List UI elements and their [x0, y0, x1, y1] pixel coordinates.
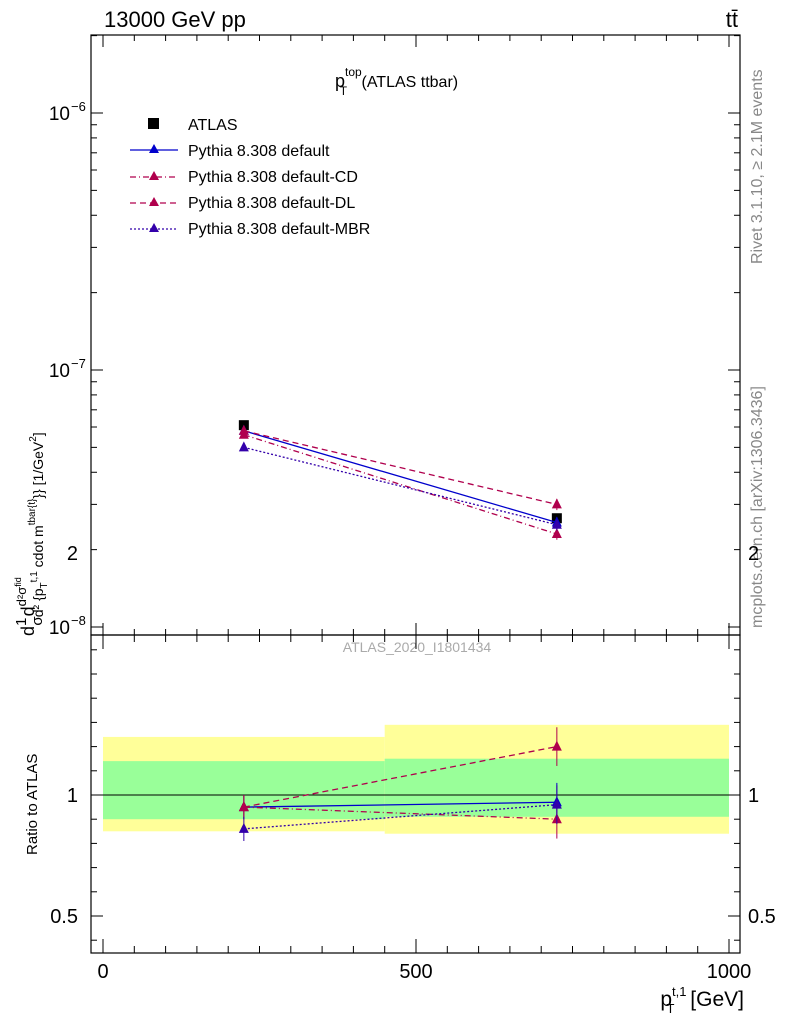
ratio-axis-ticks	[91, 635, 740, 953]
ratio-data-layer	[238, 727, 562, 841]
series-line-default	[243, 430, 558, 524]
legend-marker-dl	[149, 197, 159, 206]
ratio-frame	[90, 634, 741, 954]
panel-title: ptop T (ATLAS ttbar)	[335, 65, 458, 98]
legend: ATLAS Pythia 8.308 default Pythia 8.308 …	[130, 117, 370, 238]
main-ytick-label: 10	[49, 104, 70, 125]
main-ytick-exponent: −6	[71, 99, 86, 114]
ratio-ytick-label-left: 1	[67, 785, 78, 807]
legend-label-cd: Pythia 8.308 default-CD	[188, 169, 358, 186]
ratio-ytick-label-right: 1	[748, 785, 759, 807]
data-point-mbr	[551, 518, 562, 529]
energy-label: 13000 GeV pp	[104, 7, 246, 32]
ratio-line-cd	[243, 806, 557, 820]
ratio-point-mbr	[238, 822, 249, 833]
ratio-line-dl	[243, 745, 557, 808]
ratio-point-mbr	[551, 798, 562, 809]
data-point-mbr	[238, 441, 249, 452]
ratio-point-dl	[551, 740, 562, 751]
xlabel-sup: t,1	[672, 984, 686, 999]
xlabel-suffix: [GeV]	[684, 988, 744, 1011]
title-suffix: (ATLAS ttbar)	[357, 74, 458, 91]
rivet-label: Rivet 3.1.10, ≥ 2.1M events	[749, 69, 766, 264]
process-label: tt̄	[726, 7, 738, 32]
data-point-cd	[551, 528, 562, 539]
legend-label-atlas: ATLAS	[188, 117, 238, 134]
ratio-ytick-label-right: 0.5	[748, 906, 776, 928]
legend-label-default: Pythia 8.308 default	[188, 143, 330, 160]
xlabel-sub: T	[667, 1001, 675, 1016]
ratio-ytick-label-left: 0.5	[50, 906, 78, 928]
xlabel-main: p	[660, 988, 672, 1011]
main-ytick-labels: 10−610−710−8	[49, 99, 86, 639]
ratio-ytick-label-right: 2	[748, 543, 759, 565]
main-panel: 10−610−710−8 ATLAS_2020_I1801434 ptop T (…	[49, 34, 741, 655]
legend-label-dl: Pythia 8.308 default-DL	[188, 195, 355, 212]
main-ylabel: d1σdd²σfidd² {pTt,1 cdot mtbar{t}}} [1/G…	[13, 432, 50, 636]
ratio-ytick-label-left: 2	[67, 543, 78, 565]
ratio-point-dl	[238, 801, 249, 812]
main-ytick-exponent: −8	[71, 613, 86, 628]
analysis-watermark: ATLAS_2020_I1801434	[343, 639, 492, 655]
main-ytick-exponent: −7	[71, 356, 86, 371]
main-ytick-label: 10	[49, 618, 70, 639]
ratio-xtick-labels: 0 500 1000	[97, 961, 751, 983]
data-point-dl	[238, 424, 249, 435]
main-ytick-label: 10	[49, 361, 70, 382]
ratio-ylabel: Ratio to ATLAS	[24, 754, 41, 855]
main-data-layer	[238, 420, 562, 540]
xtick-label: 1000	[707, 961, 752, 983]
ratio-panel: 2 2 1 1 0.5 0.5 0 500 1000 Ratio to ATLAS pt,1 T…	[24, 543, 776, 1016]
legend-label-mbr: Pythia 8.308 default-MBR	[188, 221, 370, 238]
legend-marker-cd	[149, 171, 159, 180]
title-sub: T	[340, 84, 348, 98]
series-line-mbr	[243, 446, 558, 526]
data-point-dl	[551, 498, 562, 509]
main-axis-ticks	[91, 35, 740, 635]
legend-marker-atlas	[148, 118, 159, 129]
ratio-ytick-labels: 2 2 1 1 0.5 0.5	[50, 543, 776, 928]
title-main: p	[335, 71, 345, 91]
title-sup: top	[345, 65, 362, 79]
ratio-line-default	[243, 801, 557, 808]
xtick-label: 0	[97, 961, 108, 983]
series-line-dl	[243, 430, 557, 506]
ratio-line-mbr	[243, 804, 557, 830]
xtick-label: 500	[399, 961, 432, 983]
ratio-bands	[103, 724, 729, 834]
xlabel: pt,1 T [GeV]	[660, 984, 744, 1016]
mcplots-label: mcplots.cern.ch [arXiv:1306.3436]	[749, 386, 766, 628]
legend-marker-default	[149, 144, 159, 153]
legend-marker-mbr	[149, 223, 159, 232]
svg-text:d1σdd²σfidd² {pTt,1 cdot mtbar: d1σdd²σfidd² {pTt,1 cdot mtbar{t}}} [1/G…	[13, 432, 50, 636]
series-line-cd	[243, 434, 558, 535]
